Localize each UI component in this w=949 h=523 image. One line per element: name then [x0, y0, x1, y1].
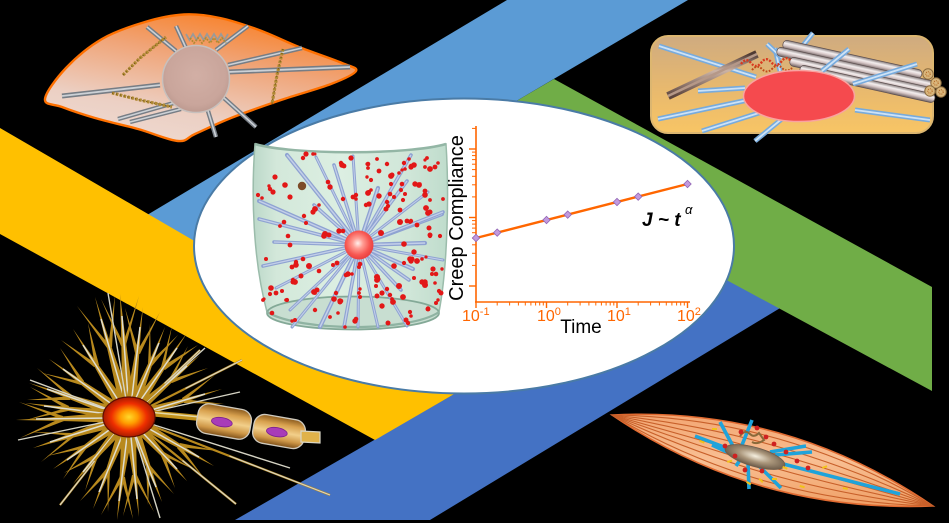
svg-text:Creep Compliance: Creep Compliance: [446, 135, 468, 301]
svg-text:Time: Time: [560, 317, 602, 338]
svg-text:α: α: [685, 202, 693, 217]
svg-text:J ~ t: J ~ t: [642, 210, 681, 231]
